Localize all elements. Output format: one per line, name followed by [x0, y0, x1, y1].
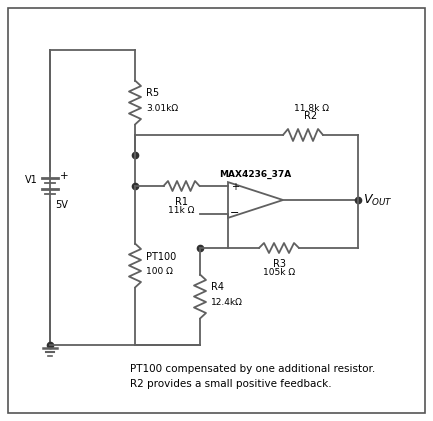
Text: 5V: 5V [55, 200, 68, 210]
Text: −: − [230, 208, 240, 218]
Text: R1: R1 [175, 197, 188, 207]
Text: R5: R5 [146, 88, 159, 99]
Text: R2: R2 [304, 111, 317, 121]
Text: 11k Ω: 11k Ω [168, 206, 195, 215]
Text: 100 Ω: 100 Ω [146, 267, 173, 276]
Text: 12.4kΩ: 12.4kΩ [211, 298, 243, 307]
Text: PT100 compensated by one additional resistor.: PT100 compensated by one additional resi… [130, 364, 375, 374]
Text: PT100: PT100 [146, 251, 176, 261]
Text: MAX4236_37A: MAX4236_37A [220, 170, 291, 179]
Text: V1: V1 [25, 175, 38, 185]
Text: 105k Ω: 105k Ω [263, 268, 295, 277]
Text: 3.01kΩ: 3.01kΩ [146, 104, 178, 113]
Text: +: + [231, 182, 239, 192]
Text: $V_{OUT}$: $V_{OUT}$ [363, 192, 393, 208]
Text: 11.8k Ω: 11.8k Ω [294, 104, 329, 113]
Text: +: + [60, 171, 68, 181]
Text: R4: R4 [211, 282, 224, 293]
Text: R2 provides a small positive feedback.: R2 provides a small positive feedback. [130, 379, 332, 389]
Text: R3: R3 [272, 259, 285, 269]
